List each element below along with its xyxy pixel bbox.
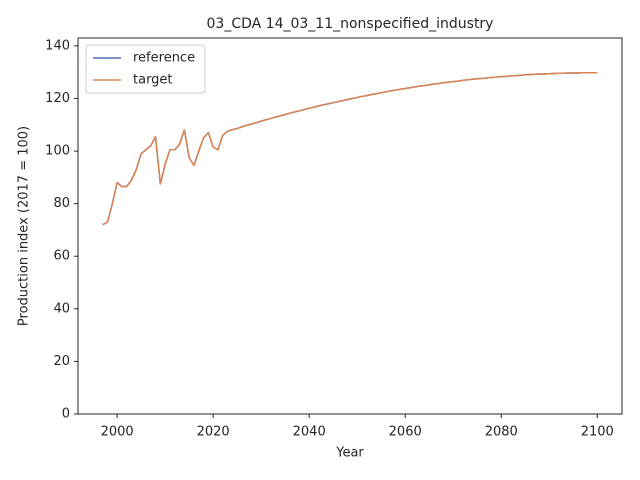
legend-label: reference [133, 51, 195, 66]
series-line [102, 71, 598, 226]
y-tick-label: 20 [53, 354, 70, 369]
y-tick-label: 120 [45, 91, 70, 106]
chart-title: 03_CDA 14_03_11_nonspecified_industry [207, 16, 494, 32]
x-tick-label: 2000 [101, 425, 134, 440]
x-tick-label: 2040 [293, 425, 326, 440]
x-tick-label: 2020 [197, 425, 230, 440]
x-tick-label: 2100 [581, 425, 614, 440]
x-tick-label: 2080 [485, 425, 518, 440]
y-tick-label: 140 [45, 38, 70, 53]
y-axis-label: Production index (2017 = 100) [17, 126, 32, 326]
y-tick-label: 60 [53, 249, 70, 264]
legend-label: target [133, 73, 173, 88]
legend-box [85, 44, 206, 94]
y-tick-label: 0 [62, 407, 70, 422]
axes-frame [77, 37, 623, 415]
y-tick-label: 40 [53, 301, 70, 316]
y-tick-label: 100 [45, 144, 70, 159]
x-axis-label: Year [335, 446, 364, 461]
x-tick-label: 2060 [389, 425, 422, 440]
y-tick-label: 80 [53, 196, 70, 211]
